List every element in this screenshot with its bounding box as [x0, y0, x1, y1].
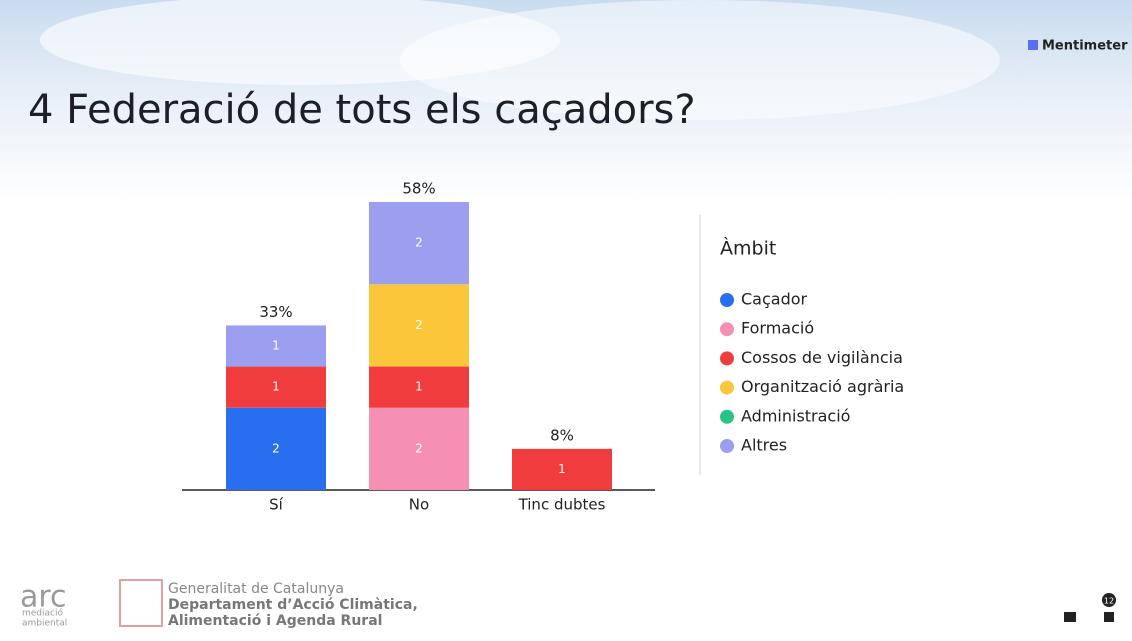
legend-entry: Cossos de vigilància: [741, 348, 903, 367]
cloud: [400, 0, 1000, 120]
legend-swatch: [720, 351, 734, 366]
title: 4 Federació de tots els caçadors?: [28, 87, 696, 133]
bar-segment: [226, 407, 326, 490]
bar-segment: [369, 366, 469, 408]
segment-label: 2: [272, 441, 280, 455]
segment-label: 1: [558, 462, 566, 476]
legend-entry: Organització agrària: [741, 377, 904, 396]
participants-badge: [1102, 593, 1116, 607]
segment-label: 2: [415, 236, 423, 250]
total-label: 33%: [259, 303, 292, 321]
segment-label: 2: [415, 441, 423, 455]
bar-segment: [369, 407, 469, 490]
like-icon[interactable]: [1064, 612, 1076, 622]
gov-line: Alimentació i Agenda Rural: [168, 613, 382, 629]
x-tick-label: Tinc dubtes: [518, 496, 606, 514]
total-label: 8%: [550, 426, 574, 444]
segment-label: 1: [272, 339, 280, 353]
arc-sub: ambiental: [22, 619, 67, 629]
x-tick-label: Sí: [269, 496, 284, 514]
legend-entry: Caçador: [741, 290, 808, 309]
legend-entry: Altres: [741, 436, 787, 455]
total-label: 58%: [402, 180, 435, 198]
bar-segment: [369, 202, 469, 285]
legend-swatch: [720, 293, 734, 307]
brand: Mentimeter: [1042, 39, 1128, 54]
segment-label: 1: [415, 380, 423, 394]
bar-segment: [226, 366, 326, 408]
bar-segment: [512, 448, 612, 490]
legend-swatch: [720, 439, 734, 453]
segment-label: 1: [272, 380, 280, 394]
arc-sub: mediació: [22, 608, 63, 619]
participants: 12: [1104, 597, 1114, 606]
gov-logo: [119, 579, 163, 627]
legend-swatch: [720, 322, 734, 337]
brand-logo: [1028, 40, 1038, 50]
bar-segment: [369, 284, 469, 367]
legend-entry: Administració: [741, 406, 850, 425]
legend-swatch: [720, 409, 734, 424]
x-tick-label: No: [409, 496, 429, 514]
legend-swatch: [720, 380, 734, 395]
gov-line: Departament d’Acció Climàtica,: [168, 597, 418, 613]
arc-logo: arc: [20, 580, 67, 615]
gov-line: Generalitat de Catalunya: [168, 581, 344, 597]
participants-icon: [1104, 612, 1114, 622]
bar-segment: [226, 325, 326, 367]
legend-title: Àmbit: [720, 237, 776, 260]
legend-entry: Formació: [741, 319, 814, 338]
segment-label: 2: [415, 318, 423, 332]
